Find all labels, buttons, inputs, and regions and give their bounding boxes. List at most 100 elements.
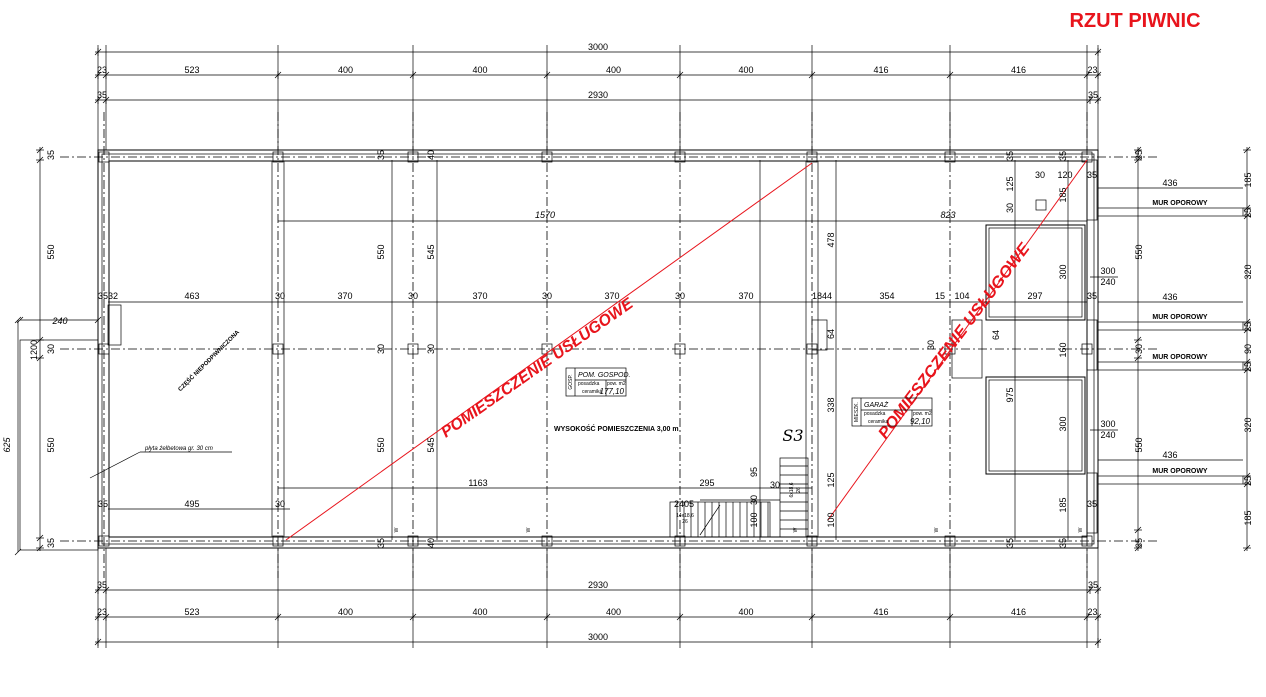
column xyxy=(944,535,956,547)
interior-dimension: 370 xyxy=(738,291,753,301)
dimension-bottom-row: 23 xyxy=(97,607,107,617)
dimension-right: 35 xyxy=(1134,150,1144,160)
dimension-top-row: 400 xyxy=(738,65,753,75)
stairs-upper xyxy=(779,457,809,538)
interior-dimension: 120 xyxy=(1057,170,1072,180)
stamp-room-name: GARAŻ xyxy=(864,401,889,409)
dimension-bottom-row: 523 xyxy=(184,607,199,617)
dimension-bottom-row: 416 xyxy=(873,607,888,617)
interior-dimension: 100 xyxy=(749,512,759,527)
dimension-top-row: 400 xyxy=(606,65,621,75)
dimension-top-inner: 35 xyxy=(1088,90,1098,100)
dimension-offset: 240 xyxy=(51,316,67,326)
stamp-room-name: POM. GOSPOD. xyxy=(578,372,631,379)
dimension-bottom-row: 400 xyxy=(338,607,353,617)
column xyxy=(944,151,956,163)
dimension-bottom-inner: 35 xyxy=(1088,580,1098,590)
dimension-top-row: 416 xyxy=(873,65,888,75)
interior-dimension: 370 xyxy=(472,291,487,301)
dimension-right-far: 320 xyxy=(1243,417,1253,432)
room-diagonal xyxy=(827,159,1088,521)
dimension-right-far: 320 xyxy=(1243,264,1253,279)
interior-dimension: 35 xyxy=(376,150,386,160)
interior-dimension: 370 xyxy=(337,291,352,301)
column xyxy=(98,151,110,163)
dimension-tick xyxy=(14,316,22,324)
interior-dimension: 35 xyxy=(1087,499,1097,509)
light-well-inner xyxy=(988,227,1083,318)
dimension-top-row: 400 xyxy=(338,65,353,75)
stairs-label: 6x18,6 xyxy=(789,482,795,497)
light-well-inner xyxy=(988,379,1083,472)
dimension-total-top: 3000 xyxy=(588,42,608,52)
dimension-left: 550 xyxy=(46,437,56,452)
dimension-right-far: 185 xyxy=(1243,172,1253,187)
unbasemented-area-label: CZĘŚĆ NIEPODPIWNICZONA xyxy=(176,328,241,393)
column xyxy=(1081,535,1093,547)
stamp-code: MIESZK. xyxy=(854,402,860,422)
dimension-bottom-row: 400 xyxy=(472,607,487,617)
interior-dimension: 15 xyxy=(935,291,945,301)
interior-dimension: 30 xyxy=(408,291,418,301)
interior-dimension: 2405 xyxy=(674,499,694,509)
interior-dimension: 463 xyxy=(184,291,199,301)
stairs-tread-label: 26 xyxy=(682,519,688,525)
interior-dimension: 185 xyxy=(1058,497,1068,512)
dimension-right-far: 25 xyxy=(1243,476,1253,486)
stairs-tread-label: 26 xyxy=(796,487,802,493)
interior-dimension: 300 xyxy=(1058,264,1068,279)
dimension-top-row: 416 xyxy=(1011,65,1026,75)
interior-dimension: 370 xyxy=(604,291,619,301)
dimension-fraction: 300 xyxy=(1100,419,1115,429)
retaining-wall xyxy=(1097,207,1244,217)
dimension-unbasemented: 625 xyxy=(2,437,12,453)
room-name-label: POMIESZCZENIE USŁUGOWE xyxy=(875,239,1034,442)
drawing-title: RZUT PIWNIC xyxy=(1069,10,1200,32)
interior-dimension: 160 xyxy=(1058,342,1068,357)
window-mark: W xyxy=(394,527,400,532)
stamp-frame xyxy=(851,397,933,427)
dimension-right-far: 25 xyxy=(1243,362,1253,372)
interior-dimension: 823 xyxy=(940,210,955,220)
window-opening xyxy=(107,304,122,346)
interior-dimension: 64 xyxy=(991,330,1001,340)
dimension-bottom-row: 400 xyxy=(606,607,621,617)
retaining-wall-label: MUR OPOROWY xyxy=(1152,314,1208,321)
column xyxy=(674,535,686,547)
dimension-tick xyxy=(16,316,24,324)
dimension-bottom-row: 23 xyxy=(1087,607,1097,617)
interior-dimension: 64 xyxy=(826,329,836,339)
interior-dimension: 295 xyxy=(699,478,714,488)
retaining-wall-label: MUR OPOROWY xyxy=(1152,200,1208,207)
dimension-right-far: 185 xyxy=(1243,510,1253,525)
interior-dimension: 30 xyxy=(749,495,759,505)
interior-dimension: 975 xyxy=(1005,387,1015,402)
dimension-top-inner: 2930 xyxy=(588,90,608,100)
interior-dimension: 35 xyxy=(1087,291,1097,301)
interior-dimension: 35 xyxy=(1005,151,1015,161)
interior-dimension: 300 xyxy=(1058,416,1068,431)
interior-dimension: 35 xyxy=(1058,151,1068,161)
room-height-note: WYSOKOŚĆ POMIESZCZENIA 3,00 m xyxy=(554,424,679,433)
dimension-top-row: 23 xyxy=(97,65,107,75)
column xyxy=(272,343,284,355)
interior-dimension: 30 xyxy=(542,291,552,301)
interior-dimension: 354 xyxy=(879,291,894,301)
column xyxy=(806,151,818,163)
dimension-left-total: 1200 xyxy=(29,340,39,360)
dimension-right-far: 25 xyxy=(1243,322,1253,332)
dimension-fraction: 300 xyxy=(1100,266,1115,276)
dimension-left: 35 xyxy=(46,150,56,160)
dimension-top-row: 400 xyxy=(472,65,487,75)
column xyxy=(806,535,818,547)
interior-dimension: 550 xyxy=(376,437,386,452)
stairs-arrow xyxy=(699,504,721,536)
dimension-right: 550 xyxy=(1134,244,1144,259)
interior-dimension: 35 xyxy=(376,538,386,548)
interior-dimension: 545 xyxy=(426,437,436,452)
dimension-retaining-wall: 436 xyxy=(1162,178,1177,188)
column xyxy=(98,535,110,547)
dimension-bottom-inner: 2930 xyxy=(588,580,608,590)
wall-pier xyxy=(1086,319,1098,371)
